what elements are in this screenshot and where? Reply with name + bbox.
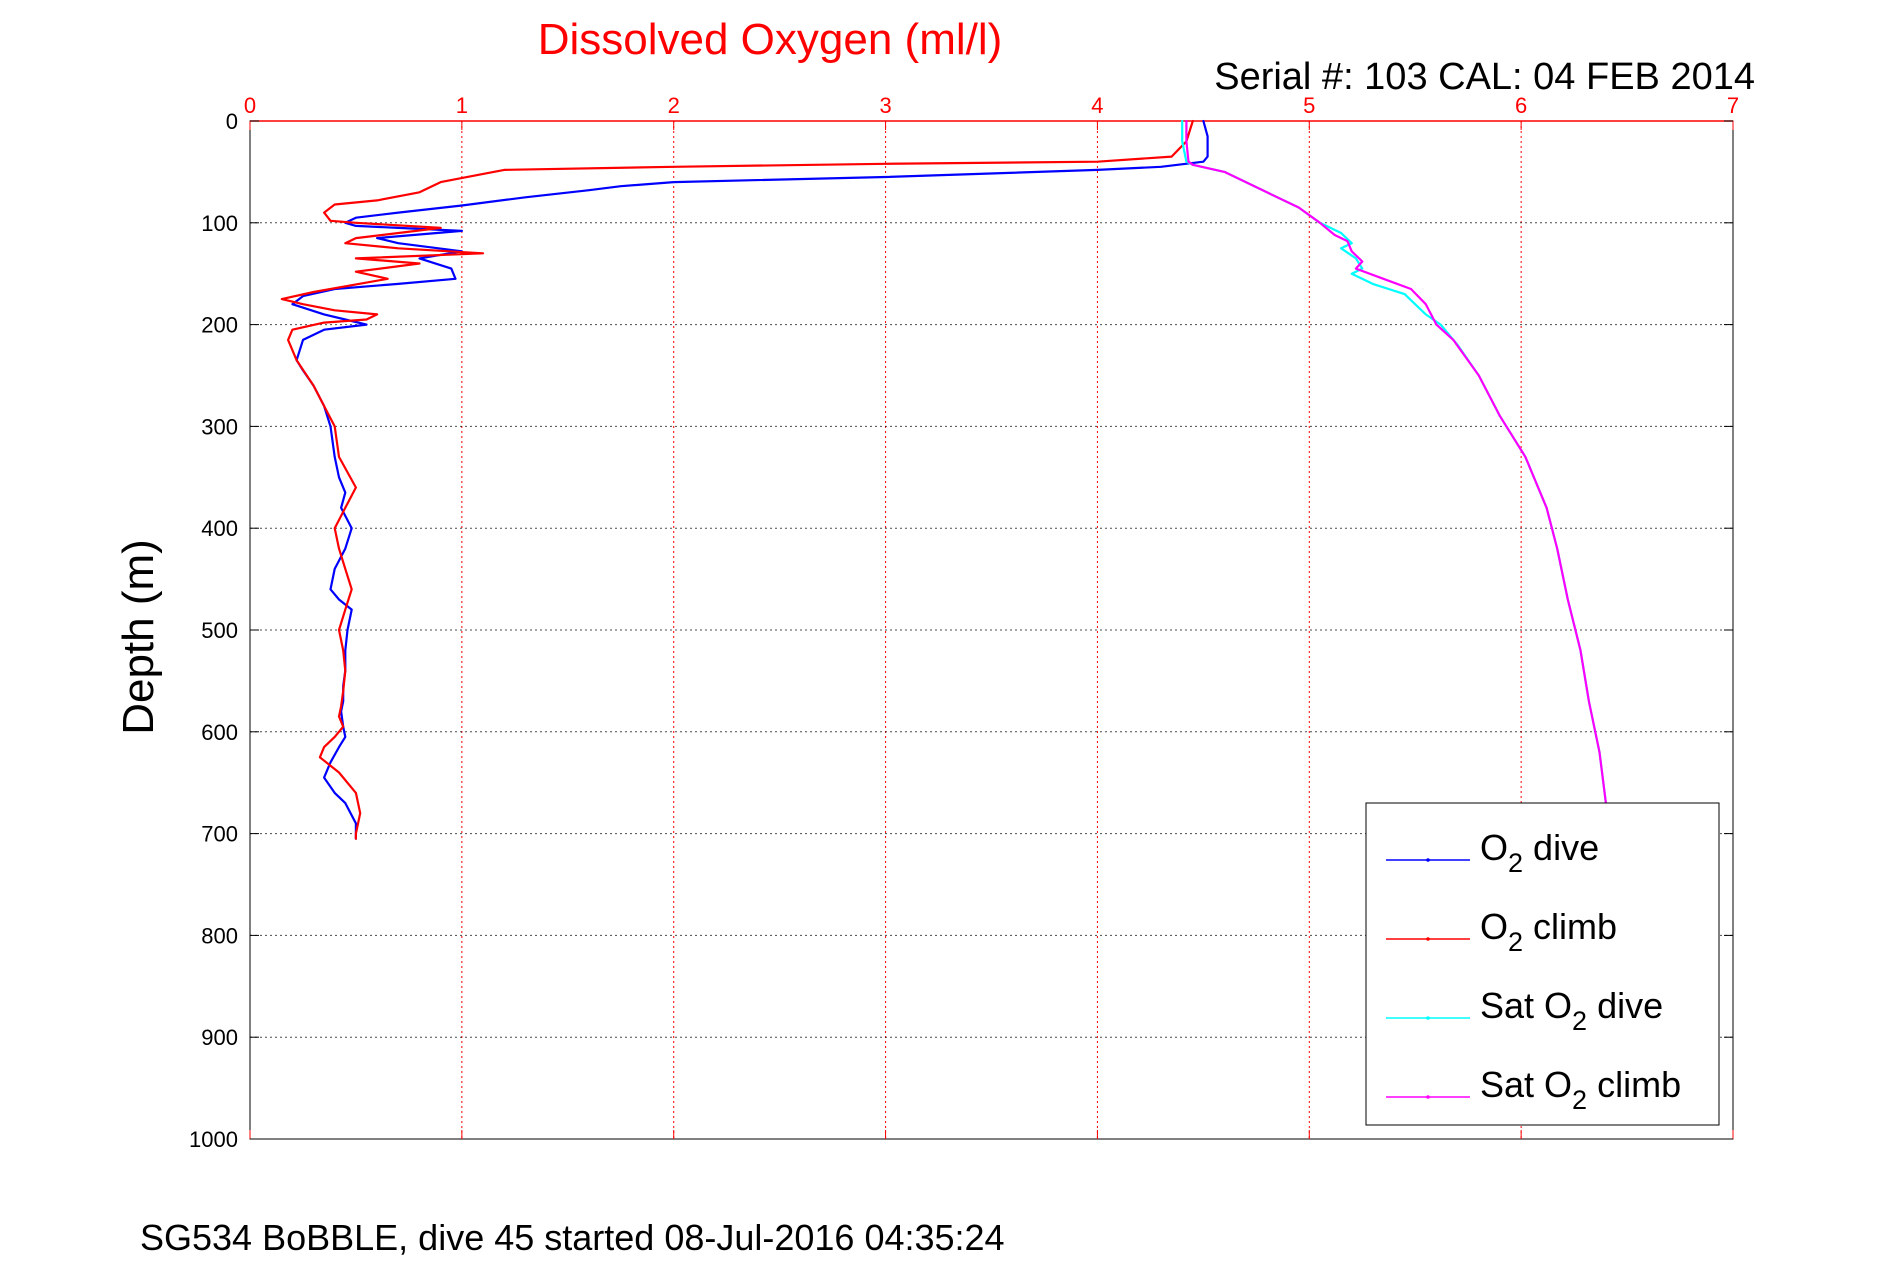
x-tick-label: 7 (1727, 93, 1739, 118)
legend-label-text: Sat O (1480, 1064, 1572, 1105)
y-tick-label: 800 (201, 923, 238, 948)
y-axis: 0 100 200 300 400 500 600 700 800 900 1000 (189, 109, 1733, 1152)
legend-label-sat-o2-climb: Sat O2 climb (1480, 1064, 1681, 1115)
x-axis: 0 1 2 3 4 5 6 7 (244, 93, 1739, 1139)
legend-label-o2-dive: O2 dive (1480, 827, 1599, 878)
legend-label-subscript: 2 (1572, 1085, 1587, 1115)
x-tick-label: 6 (1515, 93, 1527, 118)
chart-footer: SG534 BoBBLE, dive 45 started 08-Jul-201… (140, 1217, 1005, 1258)
y-tick-label: 100 (201, 211, 238, 236)
y-tick-label: 0 (226, 109, 238, 134)
series (280, 119, 1608, 840)
legend-marker-sat-o2-dive (1426, 1016, 1430, 1020)
legend-label-text: Sat O (1480, 985, 1572, 1026)
series-line-o2-climb (280, 119, 1194, 840)
legend-label-subscript: 2 (1572, 1006, 1587, 1036)
legend-box (1365, 802, 1720, 1126)
legend-label-text: O (1480, 906, 1508, 947)
x-tick-label: 2 (668, 93, 680, 118)
legend-label-text: climb (1523, 906, 1617, 947)
y-tick-label: 1000 (189, 1127, 238, 1152)
x-tick-label: 4 (1091, 93, 1103, 118)
y-tick-label: 900 (201, 1025, 238, 1050)
legend-label-text: dive (1523, 827, 1599, 868)
x-tick-label: 5 (1303, 93, 1315, 118)
series-line-sat-o2-climb (1185, 119, 1608, 805)
chart-title: Dissolved Oxygen (ml/l) (538, 15, 1003, 64)
legend-label-sat-o2-dive: Sat O2 dive (1480, 985, 1663, 1036)
legend-label-text: O (1480, 827, 1508, 868)
y-tick-label: 200 (201, 313, 238, 338)
legend-label-subscript: 2 (1508, 927, 1523, 957)
legend-label-o2-climb: O2 climb (1480, 906, 1617, 957)
y-tick-label: 300 (201, 414, 238, 439)
legend-marker-o2-dive (1426, 858, 1430, 862)
legend-marker-o2-climb (1426, 937, 1430, 941)
legend-marker-sat-o2-climb (1426, 1095, 1430, 1099)
legend-label-text: dive (1587, 985, 1663, 1026)
chart-subtitle: Serial #: 103 CAL: 04 FEB 2014 (1214, 56, 1755, 98)
x-tick-label: 3 (879, 93, 891, 118)
y-axis-label: Depth (m) (114, 539, 163, 735)
y-tick-label: 400 (201, 516, 238, 541)
legend-label-subscript: 2 (1508, 848, 1523, 878)
y-tick-label: 500 (201, 618, 238, 643)
y-tick-label: 700 (201, 822, 238, 847)
legend-label-text: climb (1587, 1064, 1681, 1105)
y-tick-label: 600 (201, 720, 238, 745)
x-tick-label: 1 (456, 93, 468, 118)
x-tick-label: 0 (244, 93, 256, 118)
